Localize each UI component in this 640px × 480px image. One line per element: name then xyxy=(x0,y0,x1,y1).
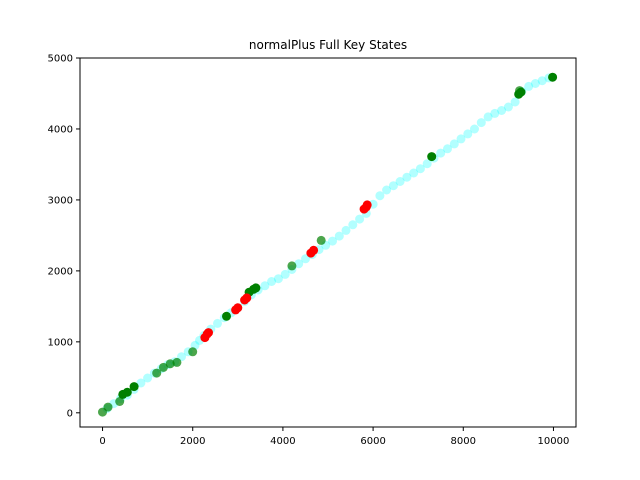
data-point xyxy=(165,359,175,369)
data-point xyxy=(516,87,526,97)
x-tick-label: 4000 xyxy=(270,436,295,447)
x-tick-label: 10000 xyxy=(538,436,570,447)
data-point xyxy=(251,283,261,293)
data-point xyxy=(309,245,319,255)
data-point xyxy=(490,108,500,118)
data-point xyxy=(443,144,452,154)
data-point xyxy=(483,112,493,122)
data-point xyxy=(395,177,405,186)
data-point xyxy=(129,382,139,392)
y-tick-label: 1000 xyxy=(48,337,73,348)
data-point xyxy=(158,362,168,372)
y-tick-label: 2000 xyxy=(48,266,73,277)
data-point xyxy=(449,139,459,149)
y-tick-label: 4000 xyxy=(48,124,73,135)
data-point xyxy=(355,214,365,224)
data-point xyxy=(530,79,540,88)
data-point xyxy=(402,172,412,182)
data-point xyxy=(280,269,290,279)
x-tick-label: 0 xyxy=(99,436,105,447)
data-point xyxy=(334,231,344,241)
data-point xyxy=(328,236,337,246)
data-point xyxy=(436,148,446,158)
data-point xyxy=(382,185,392,195)
y-tick-label: 0 xyxy=(67,408,73,419)
data-point xyxy=(122,387,132,397)
data-point xyxy=(409,168,419,178)
data-point xyxy=(172,357,182,367)
data-point xyxy=(316,235,326,245)
data-point xyxy=(524,81,534,91)
y-axis: 0 1000 2000 3000 4000 5000 xyxy=(48,54,80,419)
data-point xyxy=(301,254,310,264)
data-point xyxy=(503,102,513,112)
y-tick-label: 3000 xyxy=(48,195,73,206)
data-point xyxy=(476,118,486,128)
x-tick-label: 2000 xyxy=(180,436,205,447)
data-point xyxy=(213,318,222,328)
data-point xyxy=(294,259,304,269)
plot-frame xyxy=(79,57,577,428)
data-points xyxy=(98,72,558,417)
data-point xyxy=(152,368,162,378)
data-point xyxy=(136,378,146,388)
data-point xyxy=(510,97,520,107)
data-point xyxy=(456,134,466,144)
data-point xyxy=(470,124,479,134)
data-point xyxy=(341,225,351,235)
x-axis: 0 2000 4000 6000 8000 10000 xyxy=(99,427,569,447)
data-point xyxy=(260,281,270,291)
data-point xyxy=(273,274,283,284)
data-point xyxy=(115,397,125,406)
data-point xyxy=(463,129,473,139)
chart-title: normalPlus Full Key States xyxy=(249,38,407,52)
data-point xyxy=(287,261,297,271)
data-point xyxy=(233,303,243,313)
data-point xyxy=(415,164,425,174)
data-point xyxy=(188,347,198,357)
y-tick-label: 5000 xyxy=(48,54,73,65)
data-point xyxy=(362,200,372,210)
data-point xyxy=(388,181,398,191)
data-point xyxy=(497,106,507,115)
data-point xyxy=(204,328,213,338)
data-point xyxy=(348,220,358,230)
data-point xyxy=(548,72,558,82)
data-point xyxy=(537,76,547,86)
data-point xyxy=(242,293,252,303)
data-point xyxy=(422,159,432,169)
x-tick-label: 6000 xyxy=(360,436,385,447)
data-point xyxy=(103,402,113,412)
data-point xyxy=(143,373,153,383)
data-point xyxy=(222,311,231,321)
data-point xyxy=(427,152,437,162)
data-point xyxy=(375,191,385,201)
x-tick-label: 8000 xyxy=(451,436,476,447)
data-point xyxy=(267,277,277,286)
